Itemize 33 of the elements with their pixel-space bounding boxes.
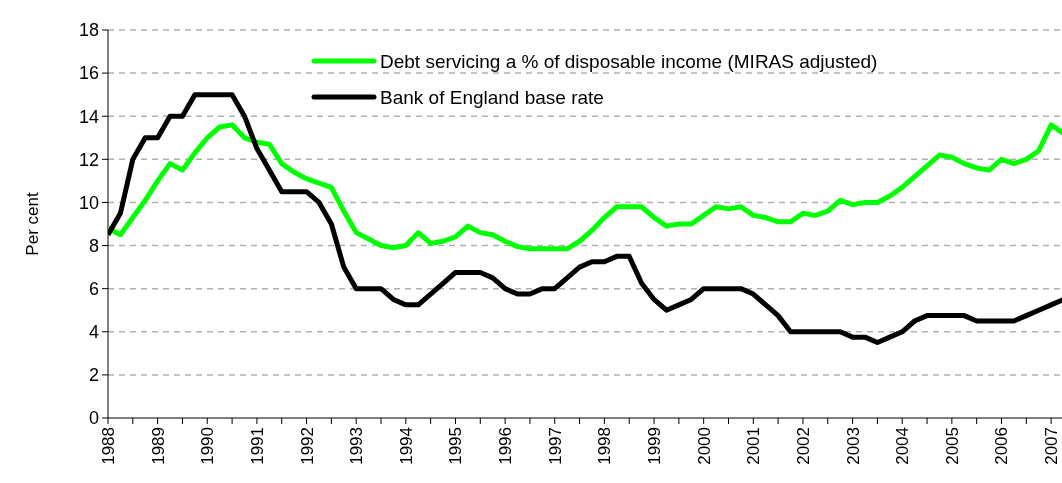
x-tick-label: 2006: [992, 427, 1012, 465]
x-tick-label: 1989: [148, 427, 168, 465]
legend-label: Bank of England base rate: [380, 86, 604, 108]
x-tick-label: 1992: [297, 427, 317, 465]
y-tick-label: 14: [78, 106, 99, 127]
x-tick-label: 1995: [446, 427, 466, 465]
x-tick-label: 2007: [1042, 427, 1062, 465]
y-tick-label: 18: [78, 20, 99, 41]
y-tick-label: 16: [78, 63, 99, 84]
x-tick-label: 2004: [893, 427, 913, 465]
y-tick-label: 2: [88, 365, 99, 386]
legend-label: Debt servicing a % of disposable income (MIRAS adjusted): [380, 50, 878, 72]
x-tick-label: 2000: [694, 427, 714, 465]
y-tick-label: 8: [88, 235, 99, 256]
x-tick-label: 1988: [98, 427, 118, 465]
y-axis-title: Per cent: [23, 192, 42, 256]
x-tick-label: 2005: [942, 427, 962, 465]
y-tick-label: 0: [88, 408, 99, 429]
x-tick-label: 1996: [496, 427, 516, 465]
y-tick-label: 6: [88, 278, 99, 299]
x-tick-label: 1994: [396, 427, 416, 465]
x-tick-label: 2003: [843, 427, 863, 465]
x-tick-label: 2002: [793, 427, 813, 465]
y-tick-label: 10: [78, 192, 99, 213]
x-tick-label: 1990: [198, 427, 218, 465]
x-tick-label: 1997: [545, 427, 565, 465]
x-tick-label: 1991: [247, 427, 267, 465]
x-tick-label: 1998: [595, 427, 615, 465]
y-tick-label: 4: [88, 322, 99, 343]
y-tick-label: 12: [78, 149, 99, 170]
x-tick-label: 1993: [347, 427, 367, 465]
x-tick-label: 2001: [744, 427, 764, 465]
x-tick-label: 1999: [644, 427, 664, 465]
